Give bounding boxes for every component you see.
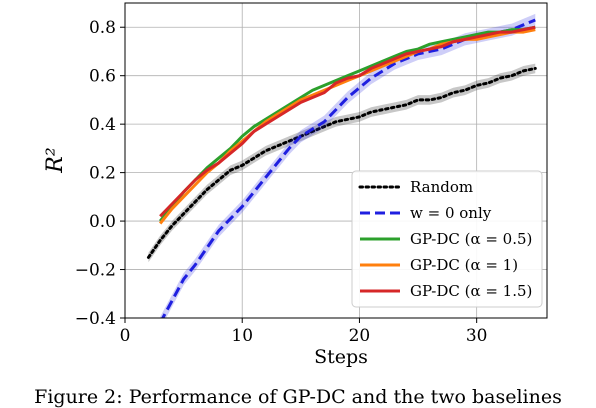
y-tick-label: −0.4 (75, 309, 116, 329)
x-tick-label: 20 (349, 326, 371, 346)
figure-caption: Figure 2: Performance of GP-DC and the t… (34, 386, 562, 408)
chart: 0 10 20 30−0.4−0.20.00.20.40.60.8 Steps R² … (43, 2, 548, 368)
legend-label-0: Random (410, 178, 473, 196)
series-line-4 (159, 25, 536, 218)
x-tick-label: 0 (120, 326, 131, 346)
legend-label-2: GP-DC (α = 0.5) (410, 230, 532, 248)
x-tick-label: 10 (231, 326, 253, 346)
legend-box (351, 170, 543, 308)
series-line-2 (158, 25, 536, 223)
legend-label-4: GP-DC (α = 1.5) (410, 282, 532, 300)
y-axis-title: R² (43, 147, 68, 173)
x-tick-label: 30 (466, 326, 488, 346)
y-tick-label: 0.6 (89, 67, 116, 87)
y-tick-label: 0.4 (89, 115, 116, 135)
series-band-0 (148, 63, 536, 263)
legend: Random w = 0 only GP-DC (α = 0.5) GP-DC (α … (351, 170, 543, 308)
y-tick-label: 0.2 (89, 164, 116, 184)
y-tick-label: 0.0 (89, 212, 116, 232)
x-axis-title: Steps (314, 346, 368, 368)
legend-label-3: GP-DC (α = 1) (410, 256, 518, 274)
y-tick-label: 0.8 (89, 18, 116, 38)
legend-label-1: w = 0 only (410, 204, 492, 222)
plot-frame (124, 2, 548, 319)
series-group (146, 13, 537, 318)
y-tick-label: −0.2 (75, 261, 116, 281)
series-line-0 (146, 66, 537, 259)
ticks: 0 10 20 30 −0.4 −0.2 0.0 0.2 0.4 0.6 0.8 (75, 18, 488, 346)
grid (124, 3, 547, 319)
